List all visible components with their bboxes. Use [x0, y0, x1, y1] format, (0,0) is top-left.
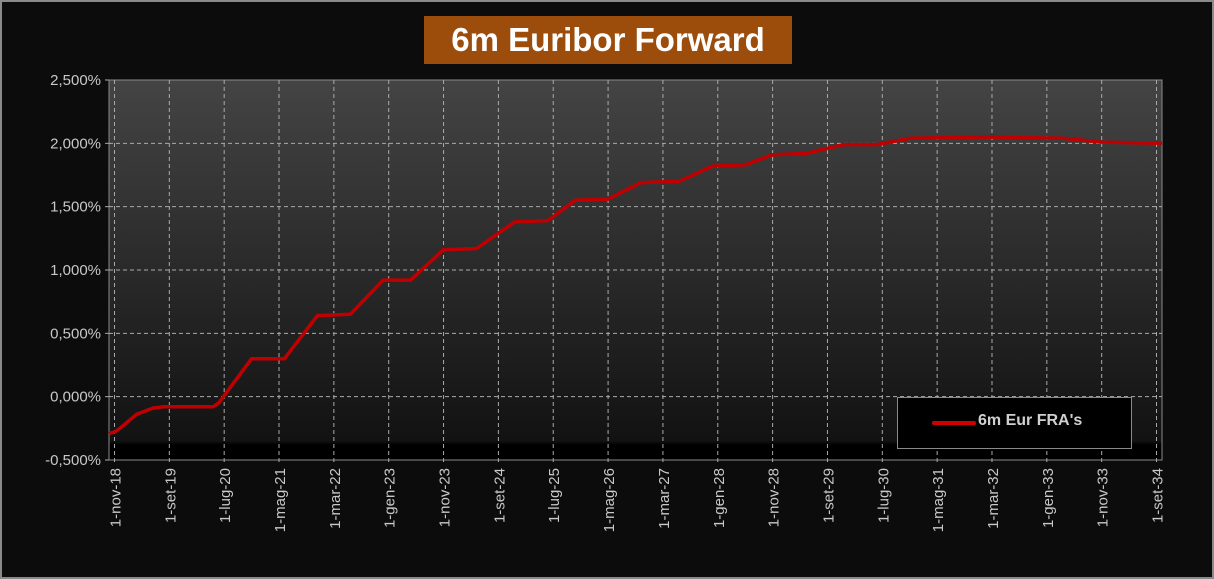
x-tick-label: 1-gen-28: [711, 468, 728, 528]
y-tick-label: -0,500%: [45, 452, 101, 469]
y-tick-label: 2,500%: [50, 72, 101, 89]
x-tick-label: 1-lug-25: [546, 468, 563, 523]
x-tick-label: 1-mag-31: [930, 468, 947, 532]
x-tick-label: 1-nov-33: [1095, 468, 1112, 527]
chart-title: 6m Euribor Forward: [424, 16, 792, 64]
x-tick-label: 1-set-24: [491, 468, 508, 523]
x-tick-label: 1-nov-23: [437, 468, 454, 527]
legend-label: 6m Eur FRA's: [978, 412, 1083, 429]
y-tick-label: 2,000%: [50, 135, 101, 152]
legend-swatch: [932, 421, 976, 425]
x-tick-label: 1-mag-21: [272, 468, 289, 532]
legend: 6m Eur FRA's: [897, 397, 1132, 449]
x-tick-label: 1-set-29: [820, 468, 837, 523]
x-tick-label: 1-set-34: [1150, 468, 1167, 523]
x-tick-label: 1-gen-23: [382, 468, 399, 528]
x-tick-label: 1-mar-27: [656, 468, 673, 529]
x-tick-label: 1-gen-33: [1040, 468, 1057, 528]
y-tick-label: 0,000%: [50, 389, 101, 406]
x-tick-label: 1-mag-26: [601, 468, 618, 532]
y-tick-label: 0,500%: [50, 325, 101, 342]
x-tick-label: 1-lug-20: [217, 468, 234, 523]
x-tick-label: 1-nov-28: [766, 468, 783, 527]
y-tick-label: 1,500%: [50, 199, 101, 216]
x-tick-label: 1-set-19: [162, 468, 179, 523]
y-tick-label: 1,000%: [50, 262, 101, 279]
x-tick-label: 1-lug-30: [875, 468, 892, 523]
x-tick-label: 1-mar-22: [327, 468, 344, 529]
x-tick-label: 1-nov-18: [107, 468, 124, 527]
x-tick-label: 1-mar-32: [985, 468, 1002, 529]
